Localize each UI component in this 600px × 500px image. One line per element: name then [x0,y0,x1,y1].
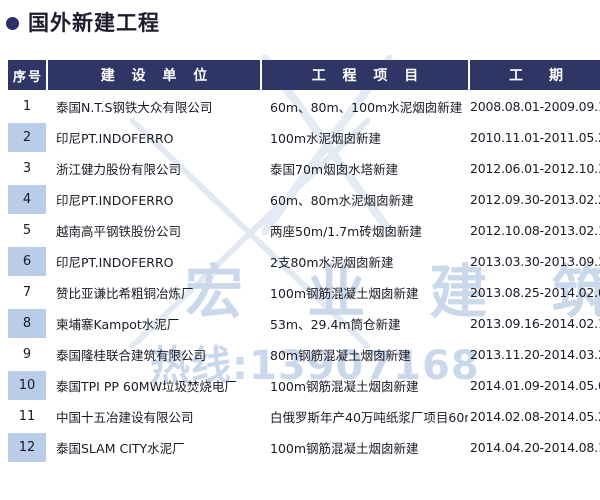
duration-cell: 2014.04.20-2014.08.10 [470,440,600,455]
row-index-cell: 11 [18,409,36,424]
duration-cell: 2013.08.25-2014.02.05 [470,285,600,300]
project-name-cell: 60m、80m水泥烟囱新建 [270,193,414,208]
construction-unit-cell: 泰国N.T.S钢铁大众有限公司 [56,100,213,115]
project-name-cell: 100m钢筋混凝土烟囱新建 [270,379,419,394]
column-header-duration: 工 期 [470,60,600,90]
construction-unit-cell: 越南高平钢铁股份公司 [56,224,182,239]
duration-cell: 2012.06.01-2012.10.30 [470,161,600,176]
page-header: 国外新建工程 [0,6,160,40]
project-name-cell: 60m、80m、100m水泥烟囱新建 [270,100,463,115]
bullet-icon [6,16,19,30]
row-index-cell: 9 [22,347,32,362]
table-header: 序号 建 设 单 位 工 程 项 目 工 期 [8,60,600,90]
projects-table-container: 序号 建 设 单 位 工 程 项 目 工 期 1 泰国N.T.S钢铁大众有限公司 6… [6,58,600,464]
construction-unit-cell: 印尼PT.INDOFERRO [56,193,174,208]
project-name-cell: 2支80m水泥烟囱新建 [270,255,394,270]
duration-cell: 2014.01.09-2014.05.08 [470,378,600,393]
duration-cell: 2012.10.08-2013.02.19 [470,223,600,238]
duration-cell: 2012.09.30-2013.02.20 [470,192,600,207]
table-row: 12 泰国SLAM CITY水泥厂 100m钢筋混凝土烟囱新建 2014.04.20-… [8,433,600,462]
project-name-cell: 100m钢筋混凝土烟囱新建 [270,286,419,301]
row-index-cell: 5 [22,223,32,238]
table-row: 3 浙江健力股份有限公司 泰国70m烟囱水塔新建 2012.06.01-2012.10… [8,154,600,183]
construction-unit-cell: 泰国SLAM CITY水泥厂 [56,441,185,456]
duration-cell: 2008.08.01-2009.09.10 [470,99,600,114]
project-name-cell: 53m、29.4m筒仓新建 [270,317,401,332]
table-row: 11 中国十五冶建设有限公司 白俄罗斯年产40万吨纸浆厂项目60m烟囱新建2014.… [8,402,600,431]
project-name-cell: 泰国70m烟囱水塔新建 [270,162,399,177]
table-body: 1 泰国N.T.S钢铁大众有限公司 60m、80m、100m水泥烟囱新建 2008.0… [8,92,600,462]
construction-unit-cell: 印尼PT.INDOFERRO [56,131,174,146]
duration-cell: 2013.03.30-2013.09.30 [470,254,600,269]
table-header-row: 序号 建 设 单 位 工 程 项 目 工 期 [8,60,600,90]
table-row: 6 印尼PT.INDOFERRO 2支80m水泥烟囱新建 2013.03.30-201… [8,247,600,276]
table-row: 7 赞比亚谦比希粗铜冶炼厂 100m钢筋混凝土烟囱新建 2013.08.25-2014… [8,278,600,307]
row-index-cell: 3 [22,161,32,176]
row-index-cell: 1 [22,99,32,114]
construction-unit-cell: 泰国隆桂联合建筑有限公司 [56,348,207,363]
row-index-cell: 10 [8,371,46,400]
project-name-cell: 80m钢筋混凝土烟囱新建 [270,348,411,363]
row-index-cell: 8 [8,309,46,338]
row-index-cell: 12 [8,433,46,462]
construction-unit-cell: 浙江健力股份有限公司 [56,162,182,177]
row-index-cell: 2 [8,123,46,152]
row-index-cell: 7 [22,285,32,300]
page-title: 国外新建工程 [28,10,160,35]
projects-table: 序号 建 设 单 位 工 程 项 目 工 期 1 泰国N.T.S钢铁大众有限公司 6… [6,58,600,464]
construction-unit-cell: 中国十五冶建设有限公司 [56,410,194,425]
duration-cell: 2010.11.01-2011.05.20 [470,130,600,145]
column-header-no: 序号 [8,60,46,90]
table-row: 2 印尼PT.INDOFERRO 100m水泥烟囱新建 2010.11.01-2011… [8,123,600,152]
row-index-cell: 4 [8,185,46,214]
project-name-cell: 100m水泥烟囱新建 [270,131,382,146]
column-header-unit: 建 设 单 位 [48,60,260,90]
construction-unit-cell: 泰国TPI PP 60MW垃圾焚烧电厂 [56,379,237,394]
project-name-cell: 100m钢筋混凝土烟囱新建 [270,441,419,456]
project-name-cell: 白俄罗斯年产40万吨纸浆厂项目60m烟囱新建 [270,410,468,425]
table-row: 1 泰国N.T.S钢铁大众有限公司 60m、80m、100m水泥烟囱新建 2008.0… [8,92,600,121]
table-row: 4 印尼PT.INDOFERRO 60m、80m水泥烟囱新建 2012.09.30-2… [8,185,600,214]
table-row: 9 泰国隆桂联合建筑有限公司 80m钢筋混凝土烟囱新建 2013.11.20-2014… [8,340,600,369]
construction-unit-cell: 印尼PT.INDOFERRO [56,255,174,270]
table-row: 8 柬埔寨Kampot水泥厂 53m、29.4m筒仓新建 2013.09.16-201… [8,309,600,338]
table-row: 10 泰国TPI PP 60MW垃圾焚烧电厂 100m钢筋混凝土烟囱新建 2014.0… [8,371,600,400]
table-row: 5 越南高平钢铁股份公司 两座50m/1.7m砖烟囱新建 2012.10.08-201… [8,216,600,245]
duration-cell: 2013.11.20-2014.03.20 [470,347,600,362]
construction-unit-cell: 柬埔寨Kampot水泥厂 [56,317,180,332]
column-header-project: 工 程 项 目 [262,60,468,90]
duration-cell: 2013.09.16-2014.02.15 [470,316,600,331]
construction-unit-cell: 赞比亚谦比希粗铜冶炼厂 [56,286,194,301]
duration-cell: 2014.02.08-2014.05.28 [470,409,600,424]
project-name-cell: 两座50m/1.7m砖烟囱新建 [270,224,422,239]
row-index-cell: 6 [8,247,46,276]
